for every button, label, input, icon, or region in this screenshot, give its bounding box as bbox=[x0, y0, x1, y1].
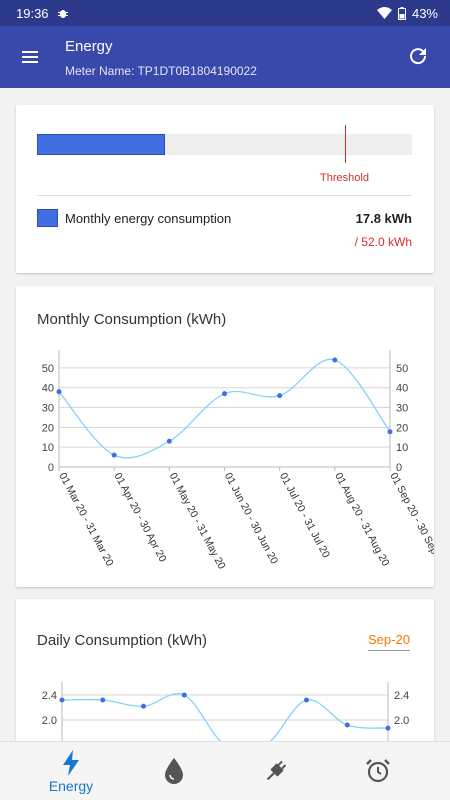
x-tick-label: 01 Jul 20 - 31 Jul 20 bbox=[277, 471, 332, 560]
meter-name: Meter Name: TP1DT0B1804190022 bbox=[65, 64, 257, 78]
data-point[interactable] bbox=[387, 429, 393, 435]
y-tick-label-right: 30 bbox=[396, 403, 408, 415]
plug-icon bbox=[266, 760, 287, 781]
y-tick-label-left: 20 bbox=[42, 422, 54, 434]
monthly-chart[interactable]: 0 0 10 10 20 20 30 30 40 40 50 50 01 Mar 20 - 31 Mar… bbox=[16, 286, 434, 587]
refresh-icon[interactable] bbox=[406, 44, 430, 68]
legend-label: Monthly energy consumption bbox=[65, 211, 232, 226]
divider bbox=[37, 195, 412, 196]
nav-water[interactable] bbox=[118, 742, 230, 800]
battery-percent: 43% bbox=[411, 5, 438, 21]
lightning-icon bbox=[63, 750, 79, 776]
y-tick-label-left: 50 bbox=[42, 363, 54, 375]
y-tick-label-right: 2.0 bbox=[394, 715, 409, 727]
water-drop-icon bbox=[165, 758, 183, 784]
app-bar: Energy Meter Name: TP1DT0B1804190022 bbox=[0, 26, 450, 88]
y-tick-label-right: 40 bbox=[396, 383, 408, 395]
x-tick-label: 01 Sep 20 - 30 Sep 20 bbox=[387, 471, 434, 570]
daily-chart-card: Daily Consumption (kWh) Sep-20 2.0 2.0 2.4… bbox=[16, 599, 434, 759]
nav-plug[interactable] bbox=[220, 742, 332, 800]
x-tick-label: 01 Aug 20 - 31 Aug 20 bbox=[332, 471, 391, 569]
y-tick-label-right: 20 bbox=[396, 422, 408, 434]
data-point[interactable] bbox=[141, 703, 146, 709]
battery-icon bbox=[397, 6, 406, 20]
consumption-progress-track bbox=[37, 134, 412, 155]
y-tick-label-left: 2.0 bbox=[42, 715, 57, 727]
status-bar: 19:36 43% bbox=[0, 0, 450, 26]
monthly-chart-title: Monthly Consumption (kWh) bbox=[37, 311, 227, 328]
month-selector[interactable]: Sep-20 bbox=[368, 632, 410, 651]
threshold-marker bbox=[344, 125, 346, 163]
y-tick-label-left: 30 bbox=[42, 403, 54, 415]
data-point[interactable] bbox=[332, 357, 338, 363]
energy-threshold-value: / 52.0 kWh bbox=[354, 235, 412, 249]
summary-card: Threshold Monthly energy consumption 17.… bbox=[16, 105, 434, 273]
menu-icon[interactable] bbox=[18, 45, 42, 69]
y-tick-label-left: 0 bbox=[48, 462, 54, 474]
data-point[interactable] bbox=[222, 391, 227, 397]
x-tick-label: 01 May 20 - 31 May 20 bbox=[167, 471, 228, 572]
wifi-icon bbox=[376, 7, 392, 19]
data-point[interactable] bbox=[344, 722, 350, 728]
legend-swatch bbox=[37, 209, 58, 227]
y-tick-label-right: 2.4 bbox=[394, 690, 409, 702]
data-point[interactable] bbox=[111, 452, 117, 458]
bug-icon bbox=[57, 7, 69, 19]
page-title: Energy bbox=[65, 38, 113, 55]
nav-alarm[interactable] bbox=[322, 742, 434, 800]
nav-energy[interactable]: Energy bbox=[15, 742, 127, 800]
data-point[interactable] bbox=[277, 393, 283, 399]
y-tick-label-right: 10 bbox=[396, 442, 408, 454]
energy-value: 17.8 kWh bbox=[355, 211, 412, 226]
data-point[interactable] bbox=[181, 692, 187, 698]
data-point[interactable] bbox=[166, 438, 172, 444]
data-point[interactable] bbox=[385, 725, 391, 731]
status-time: 19:36 bbox=[16, 5, 49, 21]
nav-energy-label: Energy bbox=[48, 778, 94, 794]
y-tick-label-right: 0 bbox=[396, 462, 402, 474]
bottom-navigation: Energy bbox=[0, 741, 450, 800]
daily-chart[interactable]: 2.0 2.0 2.4 2.4 bbox=[16, 599, 434, 759]
y-tick-label-left: 40 bbox=[42, 383, 54, 395]
x-tick-label: 01 Jun 20 - 30 Jun 20 bbox=[222, 471, 280, 566]
monthly-chart-card: Monthly Consumption (kWh) 0 0 10 10 20 20 30 30… bbox=[16, 286, 434, 587]
daily-chart-title: Daily Consumption (kWh) bbox=[37, 632, 208, 649]
y-tick-label-left: 10 bbox=[42, 442, 54, 454]
threshold-label: Threshold bbox=[320, 172, 369, 184]
data-point[interactable] bbox=[304, 697, 309, 703]
consumption-progress-fill bbox=[37, 134, 166, 155]
data-point[interactable] bbox=[100, 697, 106, 703]
data-point[interactable] bbox=[59, 697, 65, 703]
y-tick-label-right: 50 bbox=[396, 363, 408, 375]
alarm-clock-icon bbox=[366, 759, 390, 783]
x-tick-label: 01 Mar 20 - 31 Mar 20 bbox=[56, 471, 115, 568]
x-tick-label: 01 Apr 20 - 30 Apr 20 bbox=[112, 471, 169, 564]
data-point[interactable] bbox=[56, 389, 62, 395]
series-line bbox=[58, 358, 391, 459]
y-tick-label-left: 2.4 bbox=[42, 690, 57, 702]
